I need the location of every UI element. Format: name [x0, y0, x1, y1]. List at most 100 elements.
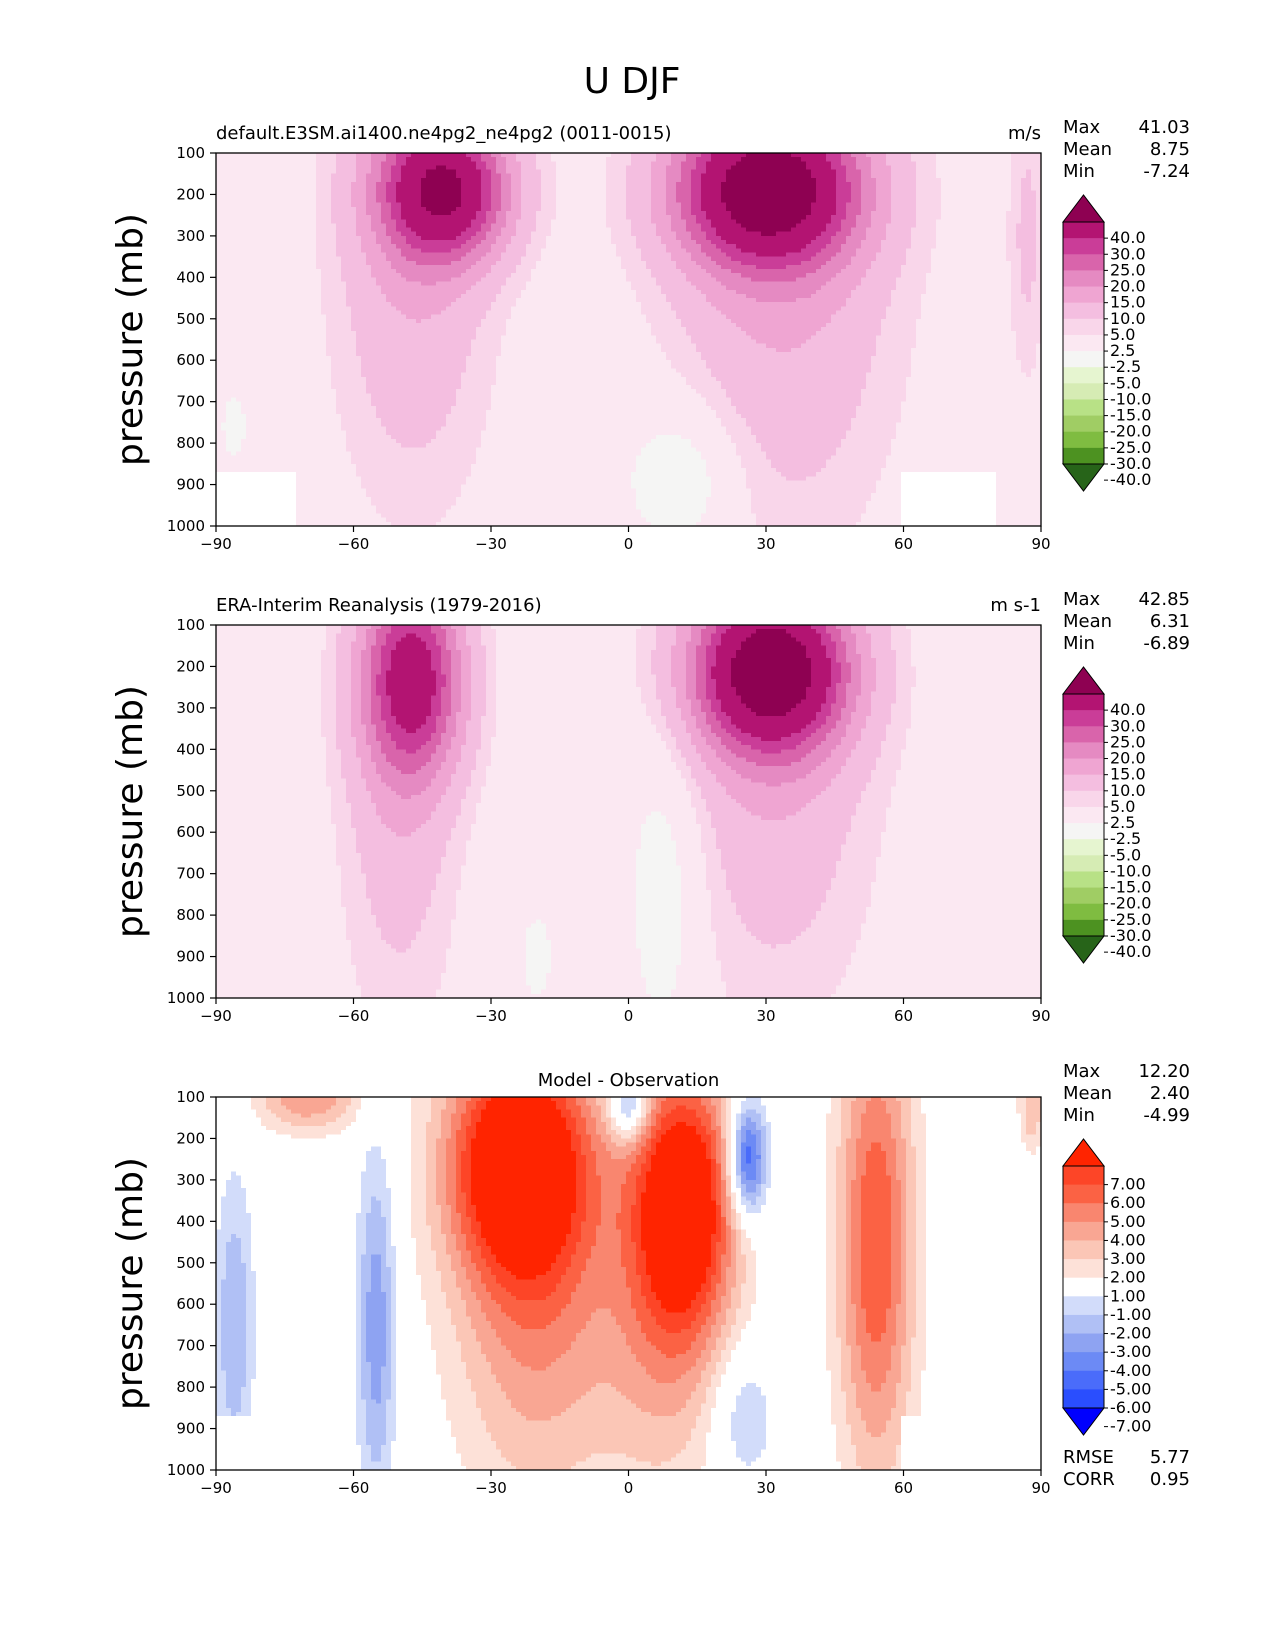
contour-cell [671, 828, 702, 833]
contour-cell [891, 169, 917, 175]
contour-cell [926, 289, 1012, 295]
contour-cell [396, 269, 467, 274]
contour-cell [851, 1196, 862, 1202]
contour-cell [326, 339, 357, 345]
contour-cell [896, 1171, 907, 1177]
contour-cell [366, 782, 387, 788]
contour-cell [806, 339, 877, 345]
contour-cell [826, 1163, 837, 1169]
contour-cell [736, 1217, 742, 1222]
contour-cell [581, 1146, 592, 1152]
contour-cell [671, 666, 687, 672]
contour-cell [856, 637, 872, 643]
contour-cell [1021, 194, 1037, 200]
contour-cell [651, 649, 672, 655]
contour-cell [701, 186, 722, 191]
contour-cell [216, 467, 357, 473]
contour-cell [736, 443, 762, 448]
contour-cell [471, 1121, 477, 1127]
contour-cell [716, 414, 742, 419]
contour-cell [876, 339, 917, 345]
contour-cell [1011, 306, 1042, 312]
contour-cell [491, 153, 502, 158]
contour-cell [606, 190, 627, 196]
contour-cell [216, 252, 317, 258]
contour-cell [716, 260, 742, 266]
contour-cell [391, 434, 437, 440]
contour-cell [496, 645, 637, 651]
contour-cell [901, 1130, 912, 1135]
contour-cell [496, 356, 667, 361]
contour-cell [326, 331, 357, 336]
contour-cell [386, 1184, 412, 1189]
contour-cell [671, 662, 687, 668]
contour-cell [706, 1142, 712, 1148]
contour-cell [926, 1159, 1042, 1164]
contour-cell [861, 1188, 892, 1193]
contour-cell [431, 1237, 447, 1243]
contour-cell [406, 728, 417, 734]
contour-cell [766, 455, 832, 461]
contour-cell [636, 496, 707, 502]
contour-cell [726, 1150, 732, 1156]
contour-cell [216, 281, 322, 287]
contour-cell [351, 691, 362, 697]
contour-cell [711, 273, 742, 278]
contour-cell [331, 807, 352, 813]
contour-cell [711, 894, 732, 900]
contour-cell [366, 1150, 382, 1156]
contour-cell [216, 1184, 227, 1189]
contour-cell [391, 654, 432, 659]
contour-cell [476, 757, 492, 763]
contour-cell [331, 173, 357, 179]
contour-cell [666, 198, 677, 204]
contour-cell [326, 314, 352, 320]
contour-cell [461, 654, 472, 659]
contour-cell [486, 678, 497, 684]
contour-cell [476, 815, 647, 821]
contour-cell [1011, 206, 1022, 212]
contour-cell [806, 654, 827, 659]
contour-cell [691, 339, 757, 345]
contour-cell [471, 285, 502, 291]
contour-cell [216, 310, 322, 316]
contour-cell [826, 1155, 837, 1160]
contour-cell [216, 778, 327, 784]
contour-cell [841, 662, 852, 668]
contour-cell [491, 244, 507, 249]
contour-cell [916, 169, 937, 175]
contour-cell [651, 1134, 657, 1140]
contour-cell [326, 761, 342, 767]
contour-cell [746, 1130, 752, 1135]
contour-cell [716, 1109, 722, 1115]
contour-cell [511, 182, 522, 187]
contour-cell [906, 256, 932, 262]
contour-cell [636, 919, 682, 924]
contour-cell [706, 1109, 717, 1115]
contour-cell [451, 1213, 462, 1218]
contour-cell [361, 1188, 392, 1193]
contour-cell [811, 173, 837, 179]
contour-cell [801, 219, 832, 225]
contour-cell [746, 1233, 827, 1239]
contour-cell [496, 662, 637, 668]
contour-cell [851, 1200, 862, 1206]
contour-cell [711, 1237, 722, 1243]
contour-cell [496, 376, 687, 382]
contour-cell [851, 828, 887, 833]
contour-cell [636, 463, 707, 469]
contour-cell [361, 1184, 387, 1189]
contour-cell [521, 169, 542, 175]
contour-cell [881, 836, 1042, 842]
contour-cell [246, 426, 342, 432]
contour-cell [911, 1134, 927, 1140]
contour-cell [931, 260, 1012, 266]
contour-cell [386, 720, 397, 726]
colorbar-tick-label: -30.0 [1110, 926, 1151, 945]
contour-cell [456, 1233, 467, 1239]
contour-cell [461, 1150, 472, 1156]
contour-cell [676, 1121, 687, 1127]
contour-cell [411, 939, 452, 945]
contour-cell [251, 1221, 357, 1227]
contour-cell [356, 177, 367, 183]
